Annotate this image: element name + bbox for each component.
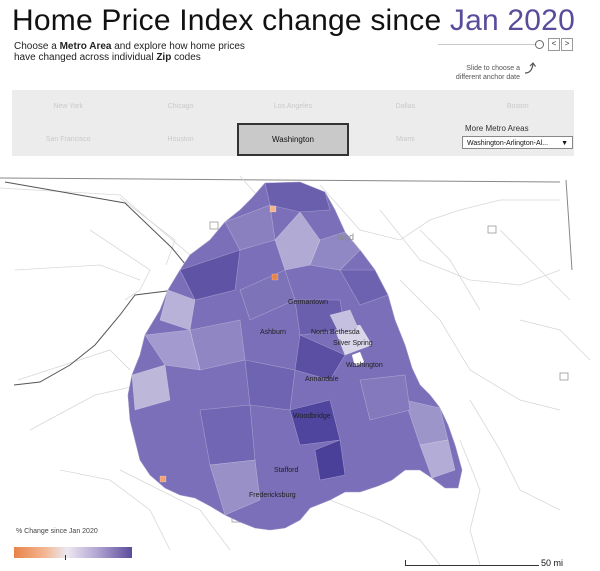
state-border-line — [4, 181, 191, 386]
page-subtitle: Choose a Metro Area and explore how home… — [14, 41, 314, 63]
title-anchor-date: Jan 2020 — [449, 4, 575, 37]
legend-zero-tick — [65, 555, 66, 560]
prev-date-button[interactable]: < — [548, 38, 560, 51]
slider-handle[interactable] — [535, 40, 544, 49]
map-city-label: Ashburn — [260, 329, 286, 336]
map-label-group: land Germantown Ashburn North Bethesda S… — [249, 232, 383, 499]
metro-button-los-angeles[interactable]: Los Angeles — [273, 103, 313, 110]
metro-button-san-francisco[interactable]: San Francisco — [45, 136, 91, 143]
page-title: Home Price Index change since Jan 2020 — [12, 4, 575, 38]
more-metros-selected: Washington-Arlington-Al... — [467, 140, 549, 147]
subtitle-text: have changed across individual — [14, 52, 157, 63]
dropdown-arrow-icon: ▼ — [561, 140, 568, 147]
map-background-label: land — [337, 232, 354, 242]
zip-code-map[interactable]: land Germantown Ashburn North Bethesda S… — [0, 170, 600, 571]
zip-tiles — [131, 181, 456, 516]
map-city-label: Washington — [346, 362, 383, 369]
slider-hint: Slide to choose a different anchor date — [436, 64, 520, 82]
title-main-text: Home Price Index change since — [12, 4, 450, 37]
map-city-label: North Bethesda — [311, 329, 360, 336]
metro-button-miami[interactable]: Miami — [396, 136, 415, 143]
map-city-label: Silver Spring — [333, 340, 373, 347]
metro-button-dallas[interactable]: Dallas — [395, 103, 416, 110]
map-city-label: Fredericksburg — [249, 492, 296, 499]
next-date-button[interactable]: > — [561, 38, 573, 51]
map-city-label: Stafford — [274, 467, 298, 474]
metro-button-new-york[interactable]: New York — [53, 103, 83, 110]
subtitle-bold-metro: Metro Area — [59, 41, 112, 52]
subtitle-text: Choose a — [14, 41, 60, 52]
metro-button-houston[interactable]: Houston — [167, 136, 194, 143]
subtitle-text: and explore how home prices — [111, 41, 245, 52]
metro-button-washington[interactable]: Washington — [236, 123, 350, 156]
map-city-label: Woodbridge — [293, 413, 331, 420]
slider-hint-line: different anchor date — [455, 74, 520, 81]
more-metros-label: More Metro Areas — [465, 124, 529, 133]
scale-bar — [405, 565, 539, 566]
legend-title: % Change since Jan 2020 — [16, 528, 98, 535]
subtitle-bold-zip: Zip — [156, 52, 172, 63]
scale-bar-label: 50 mi — [541, 558, 564, 568]
scale-bar-cap — [405, 560, 406, 566]
more-metros-dropdown[interactable]: Washington-Arlington-Al... ▼ — [462, 136, 573, 149]
anchor-date-slider[interactable] — [438, 40, 544, 50]
metro-area-selector: New York Chicago Los Angeles Dallas Bost… — [12, 90, 574, 156]
slider-hint-line: Slide to choose a — [466, 65, 520, 72]
curved-arrow-icon — [524, 62, 536, 74]
metro-button-boston[interactable]: Boston — [506, 103, 529, 110]
legend-color-ramp — [14, 547, 132, 558]
slider-track[interactable] — [438, 44, 538, 45]
map-city-label: Germantown — [288, 299, 328, 306]
metro-button-chicago[interactable]: Chicago — [167, 103, 194, 110]
map-city-label: Annandale — [305, 376, 339, 383]
subtitle-text: codes — [171, 52, 201, 63]
